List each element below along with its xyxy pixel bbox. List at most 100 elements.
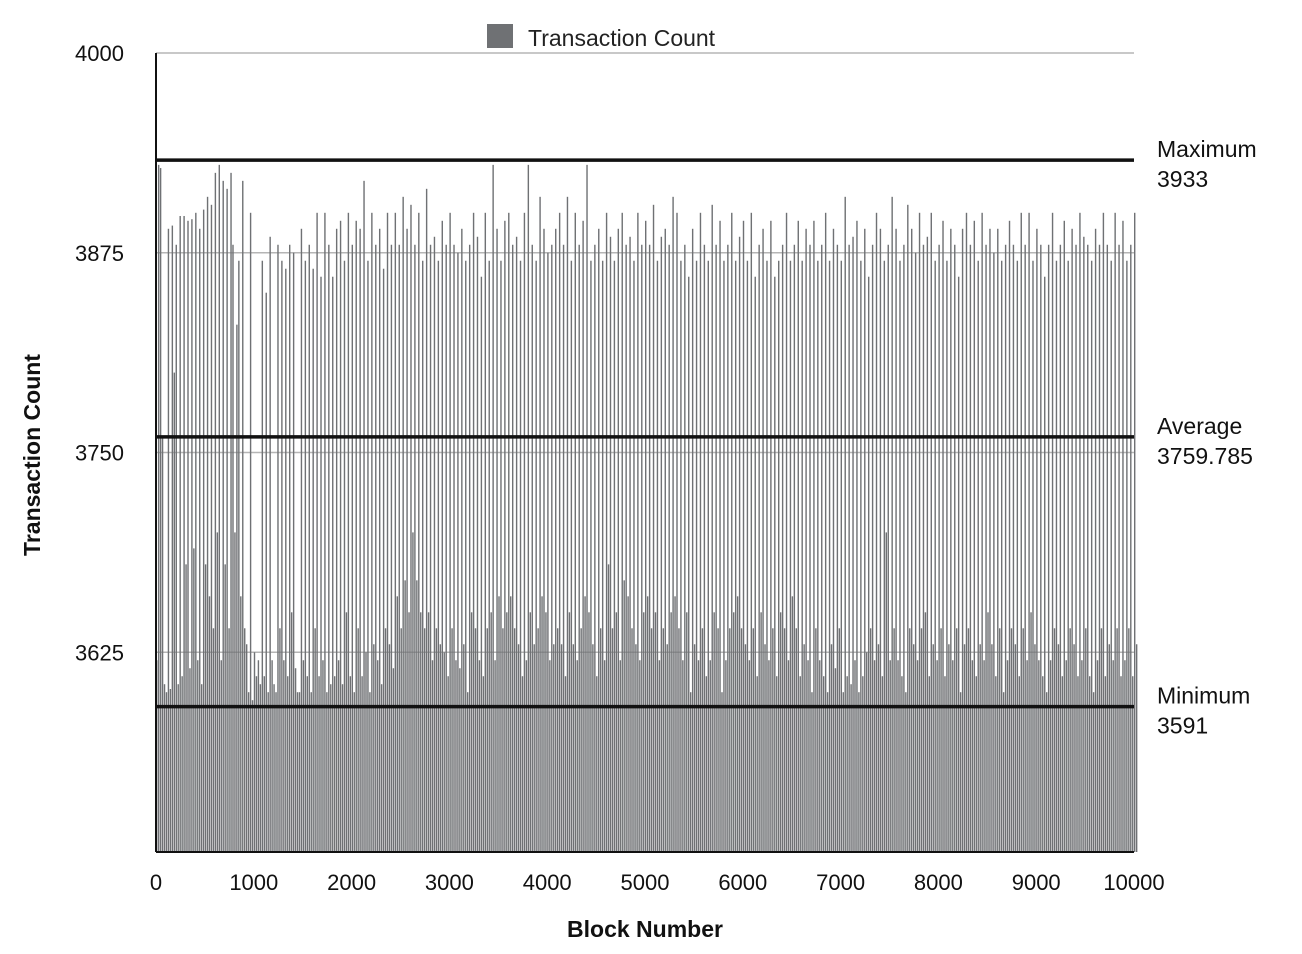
bar [1102,212,1105,853]
bar [768,660,770,852]
bar [899,260,901,852]
bar [633,260,635,852]
bar [603,660,606,852]
bar [674,596,676,852]
bar [811,692,813,852]
bar [705,676,708,852]
bar [830,644,833,852]
bar [588,612,590,852]
bar [965,212,968,853]
bar [306,676,309,852]
bar [779,612,782,852]
bar [826,692,829,852]
bar [922,244,925,852]
bar [680,260,682,852]
bar [703,244,706,852]
bar [1024,244,1026,852]
bar [447,676,449,852]
bar [1132,676,1134,852]
bar [625,244,627,852]
bar [1040,244,1042,852]
bar [476,236,479,852]
bar [1090,260,1093,852]
bar [404,580,406,852]
bar [275,692,277,852]
bar [437,260,440,852]
bar [316,212,318,853]
bar [377,660,379,852]
bar [1026,660,1028,852]
bar [862,676,864,852]
bar [645,220,647,853]
bar [1128,628,1130,852]
bar [1069,628,1071,852]
bar [672,196,674,852]
bar [785,212,788,853]
bar [1075,244,1077,852]
bar [601,260,604,852]
bar [652,204,655,852]
bar [615,612,618,852]
bar [639,660,641,852]
bar [1077,676,1079,852]
bar [234,532,236,852]
bars [156,164,1138,853]
bar [918,212,921,853]
bar [1053,628,1056,852]
bar [236,324,238,852]
bar [912,644,915,852]
bar [451,628,453,852]
bar [760,612,762,852]
bar [228,628,230,852]
bar [308,244,310,852]
bar [504,220,506,853]
bar [1122,220,1124,853]
bar [1010,628,1013,852]
bar [529,612,532,852]
bar [490,612,492,852]
bar [300,228,303,852]
bar [1065,660,1067,852]
bar [582,220,584,853]
bar [959,692,962,852]
bar [523,212,526,853]
bar [515,236,518,852]
bar [1079,212,1081,853]
bar [729,628,731,852]
bar [412,532,414,852]
bar [467,692,469,852]
bar [807,660,809,852]
bar [255,676,258,852]
x-tick-label: 0 [150,870,162,895]
bar [568,612,571,852]
bar [787,660,790,852]
bar [271,660,273,852]
bar [656,260,659,852]
bar [678,628,680,852]
bar [940,628,942,852]
bar [365,652,367,852]
bar [1108,644,1110,852]
bar [903,244,905,852]
bar [594,244,596,852]
bar [1114,212,1116,853]
bar [623,580,625,852]
bar [283,660,285,852]
bar [584,596,586,852]
bar [838,628,841,852]
bar [881,676,884,852]
bar [619,660,621,852]
bar [1087,244,1089,852]
bar [983,660,985,852]
bar [425,188,428,852]
bar [195,212,197,853]
bar [635,644,637,852]
bar [824,212,827,853]
bar [244,628,246,852]
bar [637,212,639,853]
bar [776,676,778,852]
bar [795,628,798,852]
bar [169,689,172,852]
x-axis-title: Block Number [567,916,723,942]
bar [232,244,234,852]
